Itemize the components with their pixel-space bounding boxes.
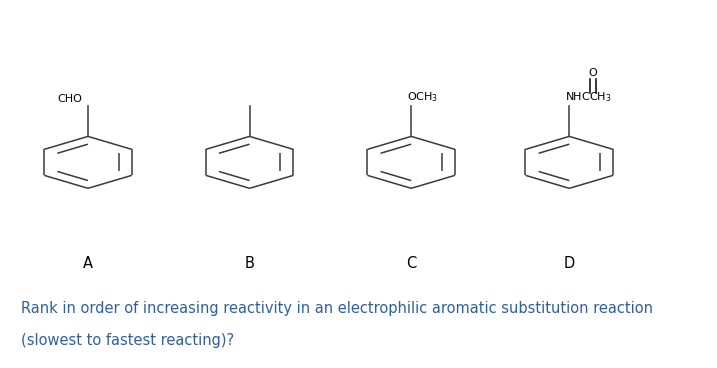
Text: B: B bbox=[244, 256, 255, 271]
Text: D: D bbox=[564, 256, 575, 271]
Text: Rank in order of increasing reactivity in an electrophilic aromatic substitution: Rank in order of increasing reactivity i… bbox=[22, 301, 653, 316]
Text: C: C bbox=[406, 256, 417, 271]
Text: O: O bbox=[589, 68, 597, 78]
Text: (slowest to fastest reacting)?: (slowest to fastest reacting)? bbox=[22, 333, 234, 348]
Text: CHO: CHO bbox=[57, 94, 82, 104]
Text: A: A bbox=[83, 256, 93, 271]
Text: NHCCH$_3$: NHCCH$_3$ bbox=[565, 91, 612, 104]
Text: OCH$_3$: OCH$_3$ bbox=[407, 91, 438, 104]
